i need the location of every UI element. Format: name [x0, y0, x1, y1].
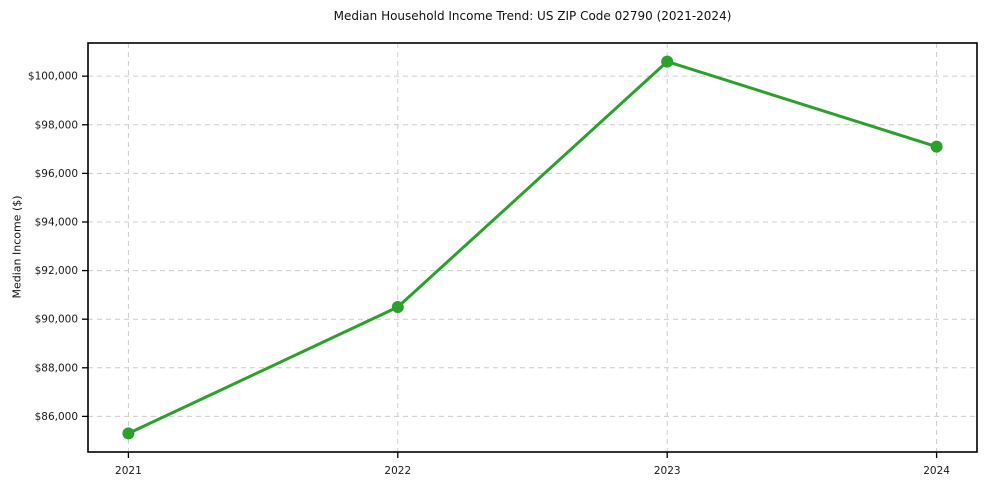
x-tick-label: 2024	[923, 465, 950, 477]
y-tick-label: $92,000	[35, 265, 78, 277]
x-tick-label: 2021	[115, 465, 142, 477]
y-tick-label: $100,000	[28, 71, 78, 83]
data-point-2023	[661, 55, 674, 68]
chart-title: Median Household Income Trend: US ZIP Co…	[333, 9, 732, 23]
data-point-2022	[391, 301, 404, 314]
y-tick-label: $96,000	[35, 168, 78, 180]
y-tick-label: $98,000	[35, 119, 78, 131]
x-tick-label: 2023	[654, 465, 681, 477]
y-tick-label: $86,000	[35, 411, 78, 423]
trend-line	[126, 60, 939, 435]
data-point-2024	[930, 140, 943, 153]
y-tick-label: $94,000	[35, 216, 78, 228]
data-point-2021	[122, 427, 135, 440]
x-tick-label: 2022	[384, 465, 411, 477]
y-tick-label: $88,000	[35, 362, 78, 374]
y-tick-label: $90,000	[35, 314, 78, 326]
plot-border	[87, 42, 978, 453]
